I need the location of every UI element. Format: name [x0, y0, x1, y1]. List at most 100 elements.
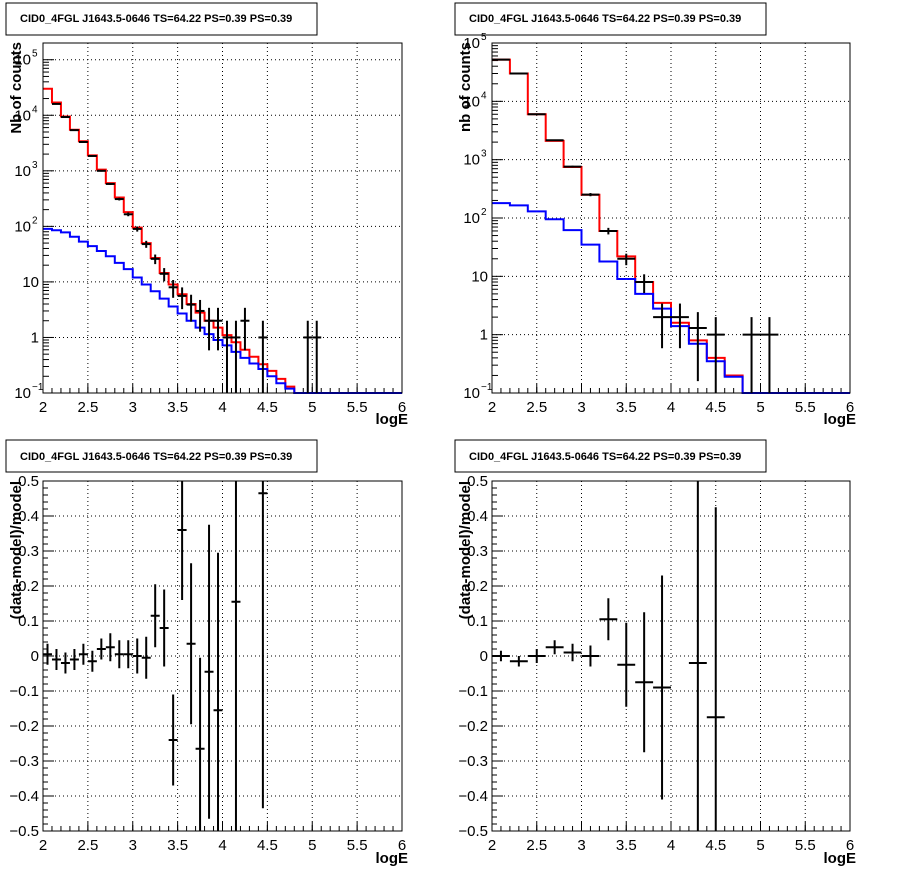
x-tick-label: 4.5 [257, 837, 278, 854]
data-point [222, 320, 232, 393]
x-tick-label: 6 [398, 399, 406, 416]
x-tick-label: 5.5 [795, 837, 816, 854]
x-tick-label: 4.5 [705, 837, 726, 854]
data-point [653, 303, 671, 349]
data-point [168, 279, 178, 298]
data-point [78, 643, 88, 665]
data-point [132, 638, 142, 674]
x-tick-label: 4.5 [257, 399, 278, 416]
x-tick-label: 4 [667, 837, 675, 854]
data-point [123, 640, 133, 669]
data-point [177, 287, 187, 310]
x-tick-label: 6 [398, 837, 406, 854]
y-tick-label: 1 [31, 329, 39, 346]
x-tick-label: 5 [308, 399, 316, 416]
data-point [706, 317, 725, 393]
data-point [563, 643, 582, 662]
data-point [123, 212, 133, 217]
data-point [213, 307, 223, 351]
data-point [509, 656, 528, 667]
data-point [195, 657, 205, 831]
histogram-source [43, 227, 402, 394]
x-tick-label: 3 [577, 399, 585, 416]
data-point [527, 113, 546, 116]
x-tick-label: 5.5 [795, 399, 816, 416]
y-tick-exponent: 5 [32, 49, 38, 60]
data-point [78, 141, 88, 144]
data-point [599, 598, 618, 641]
data-point [132, 226, 142, 232]
x-axis-label: logE [376, 850, 409, 867]
x-tick-label: 2.5 [526, 837, 547, 854]
data-point [599, 227, 618, 235]
data-point [105, 633, 115, 662]
y-tick-label: −0.3 [9, 753, 39, 770]
y-tick-label: 0.3 [467, 543, 488, 560]
x-axis-label: logE [376, 411, 409, 428]
y-axis-label: nb of counts [457, 42, 474, 132]
title-box [454, 2, 767, 36]
y-tick-label: 0.2 [18, 578, 39, 595]
data-point [69, 649, 79, 670]
data-point [114, 640, 124, 669]
data-point [240, 307, 250, 351]
pad-residuals-coarse: CID0_4FGL J1643.5-0646 TS=64.22 PS=0.39 … [454, 439, 856, 867]
x-tick-label: 5.5 [347, 837, 368, 854]
data-point [231, 320, 241, 393]
y-tick-label: 10 [463, 152, 480, 169]
data-point [60, 116, 70, 119]
y-tick-exponent: 2 [481, 207, 487, 218]
y-tick-label: 10 [463, 93, 480, 110]
y-tick-label: 0 [31, 648, 39, 665]
y-tick-exponent: −1 [481, 382, 493, 393]
data-point [96, 638, 106, 660]
y-tick-exponent: 5 [481, 32, 487, 43]
title-box [454, 439, 767, 473]
plot-area-residuals_coarse: 2 2.5 3 3.5 4 4.5 5 5.5 6 −0.5 −0.4 −0.3 −0.2 −0.1 0 0.… [458, 473, 854, 854]
data-point [87, 154, 97, 157]
x-tick-label: 2 [39, 837, 47, 854]
plot-title: CID0_4FGL J1643.5-0646 TS=64.22 PS=0.39 … [469, 13, 741, 25]
pad-counts-fine: CID0_4FGL J1643.5-0646 TS=64.22 PS=0.39 … [5, 2, 409, 428]
data-point [150, 254, 160, 265]
plot-frame [42, 480, 403, 832]
x-tick-label: 2.5 [77, 399, 98, 416]
data-point [114, 197, 124, 201]
y-tick-label: 10 [463, 210, 480, 227]
data-point [581, 193, 600, 197]
plot-area-residuals_fine: 2 2.5 3 3.5 4 4.5 5 5.5 6 −0.5 −0.4 −0.3 −0.2 −0.1 0 0.… [9, 473, 406, 854]
x-tick-label: 6 [846, 837, 854, 854]
title-box [5, 439, 318, 473]
data-point [141, 636, 151, 679]
y-tick-label: 0.5 [467, 473, 488, 490]
data-point [492, 650, 510, 662]
plot-frame [491, 42, 851, 394]
y-tick-label: 1 [480, 327, 488, 344]
y-tick-exponent: 4 [32, 104, 38, 115]
data-point [545, 139, 564, 142]
y-tick-label: 0.4 [18, 508, 39, 525]
y-tick-label: −0.1 [9, 683, 39, 700]
data-point [186, 563, 196, 725]
data-point [581, 645, 600, 667]
x-tick-label: 3 [577, 837, 585, 854]
data-point [527, 649, 546, 663]
data-point [150, 584, 160, 648]
y-tick-exponent: 3 [481, 149, 487, 160]
data-point [168, 694, 178, 786]
data-point [177, 481, 187, 600]
data-point [312, 320, 322, 393]
y-tick-exponent: 3 [32, 160, 38, 171]
data-point [706, 507, 725, 831]
y-tick-label: 0 [480, 648, 488, 665]
data-point [69, 129, 79, 132]
x-tick-label: 3.5 [167, 837, 188, 854]
y-axis-label: Nb of counts [8, 42, 25, 134]
data-point [688, 481, 707, 831]
y-axis-label: (data-model)/model [457, 481, 474, 619]
data-point [87, 650, 97, 672]
data-point [204, 307, 214, 351]
x-tick-label: 4.5 [705, 399, 726, 416]
